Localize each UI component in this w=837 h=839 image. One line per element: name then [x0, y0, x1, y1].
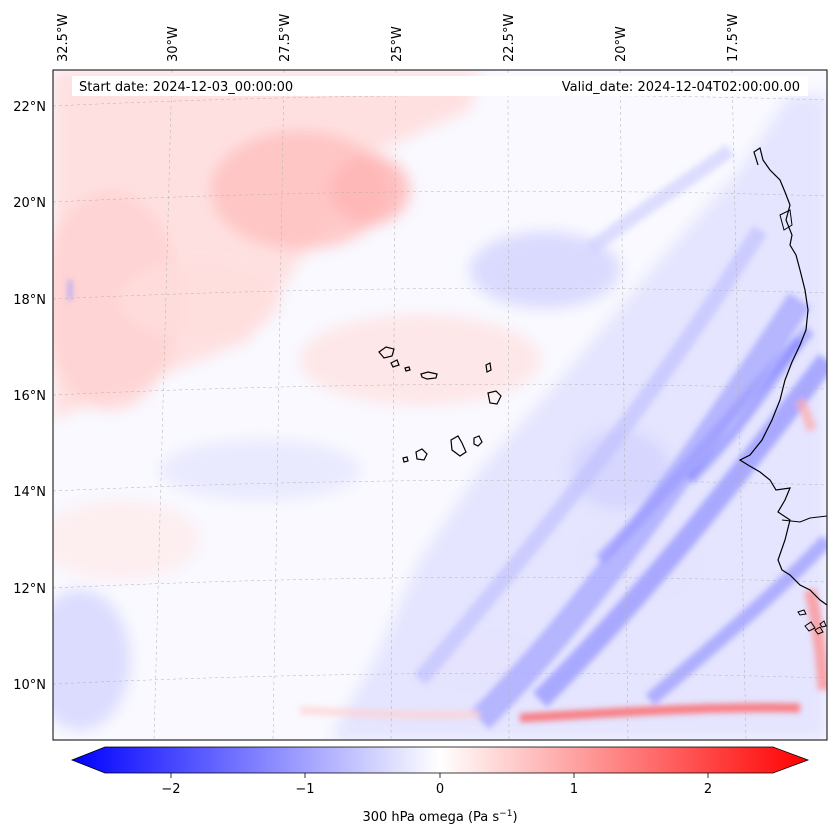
- lon-label: 27.5°W: [278, 14, 293, 62]
- map-frame: [52, 69, 828, 741]
- lat-label: 20°N: [13, 196, 46, 211]
- colorbar-ticks: [170, 773, 709, 778]
- omega-field: [53, 70, 827, 740]
- omega-bands: [68, 144, 827, 730]
- info-box: [72, 76, 808, 96]
- lat-label: 18°N: [13, 293, 46, 308]
- lon-label: 25°W: [390, 26, 405, 62]
- map-panel: Start date: 2024-12-03_00:00:00 Valid_da…: [52, 69, 828, 741]
- valid-date-text: Valid_date: 2024-12-04T02:00:00.00: [562, 80, 800, 95]
- lon-label: 20°W: [614, 26, 629, 62]
- africa-coastline: [738, 147, 827, 606]
- colorbar-tick-label: 0: [436, 782, 444, 797]
- colorbar-tick-label: 1: [570, 782, 578, 797]
- colorbar-tick-label: −2: [161, 782, 180, 797]
- longitude-labels: 32.5°W 30°W 27.5°W 25°W 22.5°W 20°W 17.5…: [56, 14, 741, 62]
- start-date-text: Start date: 2024-12-03_00:00:00: [79, 80, 293, 95]
- colorbar: −2 −1 0 1 2 300 hPa omega (Pa s−1): [70, 746, 810, 825]
- lon-label: 17.5°W: [726, 14, 741, 62]
- lat-label: 22°N: [13, 100, 46, 115]
- gridlines: [53, 70, 827, 740]
- lon-label: 22.5°W: [502, 14, 517, 62]
- colorbar-bar: [70, 746, 810, 774]
- lat-label: 12°N: [13, 582, 46, 597]
- latitude-labels: 22°N 20°N 18°N 16°N 14°N 12°N 10°N: [13, 100, 46, 693]
- cape-verde-islands: [378, 346, 502, 463]
- coast-detail: [779, 209, 827, 523]
- lon-label: 32.5°W: [56, 14, 71, 62]
- lon-label: 30°W: [166, 26, 181, 62]
- omega-positive-regions: [53, 70, 700, 685]
- lat-label: 10°N: [13, 678, 46, 693]
- colorbar-tick-label: 2: [704, 782, 712, 797]
- colorbar-tick-label: −1: [295, 782, 314, 797]
- bijagos-islands: [797, 609, 827, 635]
- lat-label: 14°N: [13, 485, 46, 500]
- colorbar-label: 300 hPa omega (Pa s−1): [362, 809, 517, 825]
- lat-label: 16°N: [13, 389, 46, 404]
